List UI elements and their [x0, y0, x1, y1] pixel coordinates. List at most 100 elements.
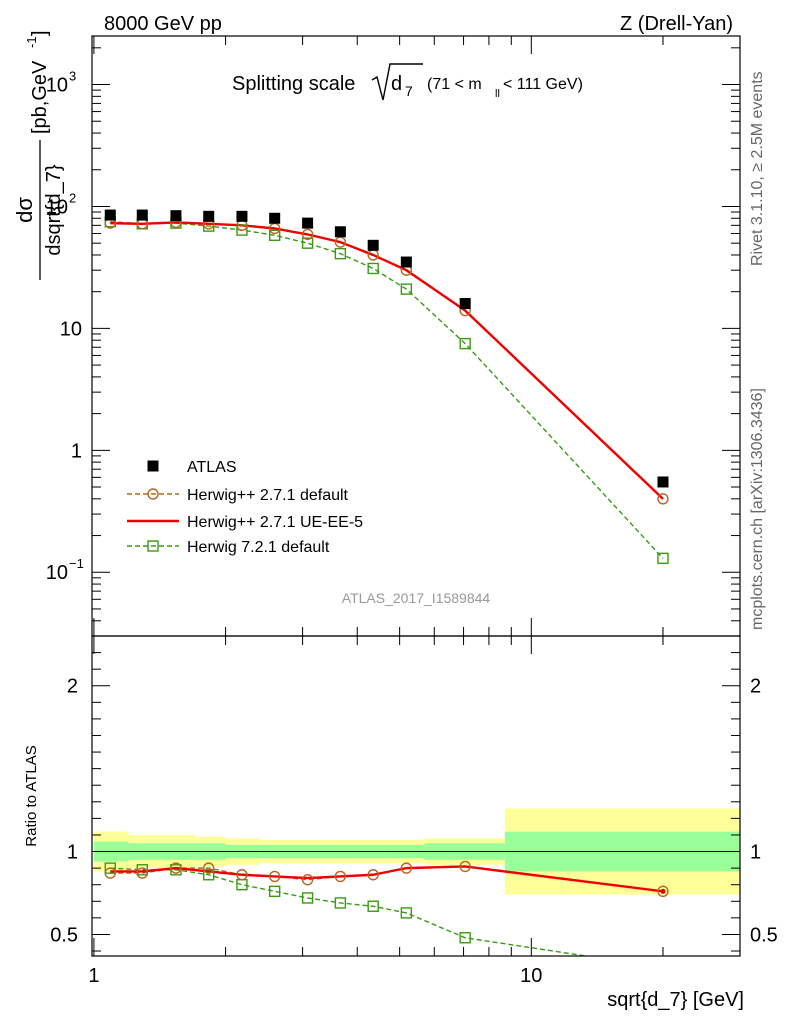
ylabel-units: [pb,GeV	[29, 60, 51, 134]
legend-entry-label: Herwig++ 2.7.1 UE-EE-5	[187, 514, 363, 531]
ratio-point-series-2	[658, 963, 668, 973]
ylabel-units-sup: -1	[24, 36, 39, 48]
main-point-series-3	[236, 224, 248, 236]
main-plot-area	[92, 36, 740, 636]
ylabel-denominator: dsqrt{d_7}	[43, 164, 65, 256]
ratio-point-series-0	[400, 862, 413, 874]
plot-title: Splitting scale d 7 (71 < m ll < 111 GeV…	[232, 63, 583, 101]
ratio-y-tick-label: 1	[67, 842, 78, 864]
legend-entry-label: Herwig++ 2.7.1 default	[187, 487, 349, 504]
ratio-y-tick-label: 0.5	[50, 924, 78, 946]
ratio-point-series-0	[657, 885, 669, 898]
watermark: ATLAS_2017_I1589844	[342, 590, 491, 606]
main-point-series-3	[367, 262, 379, 275]
main-point-series-3	[400, 283, 413, 295]
sqrt-symbol	[371, 63, 423, 101]
side-text-top: Rivet 3.1.10, ≥ 2.5M events	[749, 71, 766, 266]
y-tick-label-exponent: 3	[69, 69, 76, 84]
ratio-point-series-2	[334, 897, 347, 909]
main-point-series-0	[269, 212, 281, 224]
x-tick-label: 1	[88, 965, 99, 987]
main-point-series-0	[136, 209, 148, 221]
ratio-point-series-2	[136, 864, 148, 876]
ratio-point-series-0	[268, 870, 281, 883]
header-right: Z (Drell-Yan)	[620, 13, 733, 35]
legend-marker	[147, 460, 159, 472]
main-point-series-1	[301, 228, 314, 241]
ratio-point-series-0	[170, 862, 182, 874]
legend-marker	[147, 488, 159, 500]
ratio-bands	[92, 808, 740, 895]
main-marks	[104, 209, 669, 565]
legend-entry-label: ATLAS	[187, 459, 237, 476]
ratio-point-series-2	[203, 869, 215, 881]
ratio-y-tick-label-right: 0.5	[750, 924, 778, 946]
main-point-series-0	[104, 209, 116, 221]
main-y-label: dσ dsqrt{d_7} [pb,GeV -1 ]	[12, 30, 65, 280]
plot-title-range-end: < 111 GeV)	[503, 76, 583, 93]
y-tick-label-exponent: 2	[69, 190, 76, 205]
legend-marker	[147, 540, 159, 552]
x-axis-label: sqrt{d_7} [GeV]	[607, 989, 744, 1011]
main-point-series-0	[203, 210, 215, 222]
x-tick-label: 10	[520, 965, 542, 987]
main-point-series-0	[236, 210, 248, 222]
ratio-point-series-2	[400, 907, 413, 919]
main-point-series-1	[657, 493, 669, 505]
y-tick-label: 10	[46, 196, 68, 218]
mcplots-reference: mcplots.cern.ch [arXiv:1306.3436]	[749, 388, 766, 630]
ratio-point-series-0	[334, 870, 347, 883]
ratio-point-series-0	[136, 867, 148, 879]
main-point-series-3	[268, 229, 281, 241]
rivet-version: Rivet 3.1.10, ≥ 2.5M events	[749, 71, 766, 266]
y-tick-label: 10	[46, 562, 68, 584]
y-tick-label: 1	[71, 440, 82, 462]
main-point-series-0	[334, 226, 346, 238]
ratio-axes: 0.5 0.5 1 1 2 2 1 10	[50, 635, 778, 987]
ratio-point-series-2	[459, 932, 471, 944]
y-tick-label: 10	[46, 75, 68, 97]
ratio-end-point	[660, 888, 666, 894]
y-tick-label-exponent: −1	[69, 556, 84, 571]
ratio-ylabel-text: Ratio to ATLAS	[23, 745, 40, 846]
main-point-series-3	[301, 237, 314, 249]
ratio-y-tick-label-right: 1	[750, 842, 761, 864]
ratio-frame	[91, 635, 741, 957]
legend: ATLAS Herwig++ 2.7.1 default Herwig++ 2.7.…	[127, 459, 363, 556]
ratio-point-series-2	[367, 900, 379, 912]
ratio-point-series-2	[301, 892, 314, 904]
ratio-y-label: Ratio to ATLAS	[23, 745, 40, 846]
plot-title-text: Splitting scale	[232, 73, 355, 95]
legend-entry-label: Herwig 7.2.1 default	[187, 539, 330, 556]
ylabel-units-end: ]	[29, 30, 51, 36]
ratio-point-series-2	[104, 862, 116, 874]
ratio-y-tick-label-right: 2	[750, 676, 761, 698]
main-point-series-0	[170, 210, 182, 222]
main-point-series-0	[367, 239, 379, 251]
main-point-series-0	[302, 217, 314, 229]
main-point-series-3	[657, 552, 669, 565]
main-point-series-3	[459, 337, 471, 350]
plot-title-range: (71 < m	[427, 76, 482, 93]
ratio-panel: 0.5 0.5 1 1 2 2 1 10 Ratio to ATLAS sqrt{d_7} […	[23, 635, 778, 1011]
y-tick-label: 10	[60, 318, 82, 340]
ratio-point-series-0	[301, 874, 314, 886]
main-point-series-0	[400, 256, 412, 268]
main-point-series-0	[459, 297, 471, 309]
side-text-bottom: mcplots.cern.ch [arXiv:1306.3436]	[749, 388, 766, 630]
plot-title-range-sub: ll	[495, 88, 500, 100]
ratio-point-series-0	[459, 860, 471, 873]
plot-title-sqrt: d	[391, 73, 402, 95]
ratio-marks	[104, 860, 669, 973]
main-point-series-3	[334, 247, 347, 260]
ratio-point-series-0	[367, 869, 379, 881]
header-left: 8000 GeV pp	[104, 13, 222, 35]
ratio-point-series-0	[104, 867, 116, 879]
main-point-series-0	[657, 476, 669, 488]
ratio-point-series-2	[268, 885, 281, 898]
plot-title-sqrt-sub: 7	[405, 83, 413, 99]
ratio-y-tick-label: 2	[67, 676, 78, 698]
